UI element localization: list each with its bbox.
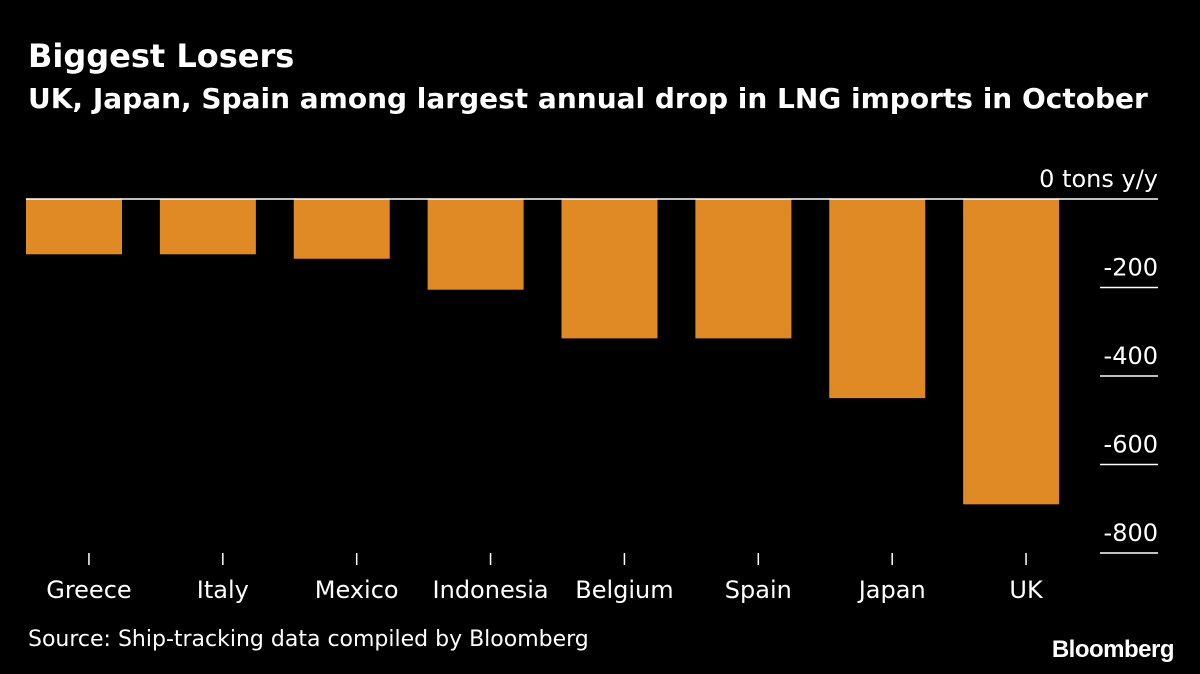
y-tick-label: 0 tons y/y [1039, 165, 1158, 193]
bar-greece [26, 199, 122, 255]
y-axis: 0 tons y/y -200 -400 -600 -800 [26, 165, 1158, 554]
y-tick-label: -200 [1104, 254, 1158, 282]
x-tick-label: Spain [725, 576, 792, 604]
bar-belgium [561, 199, 658, 339]
x-tick-label: UK [1009, 576, 1044, 604]
bar-italy [159, 199, 256, 255]
x-axis-ticks [88, 553, 1027, 565]
bloomberg-logo: Bloomberg [1051, 636, 1175, 663]
x-tick-label: Italy [197, 576, 249, 604]
chart-title: Biggest Losers [28, 37, 295, 75]
x-tick-label: Belgium [575, 576, 673, 604]
y-tick-label: -600 [1104, 431, 1158, 459]
x-axis-labels: Greece Italy Mexico Indonesia Belgium Spain Ja… [46, 576, 1044, 604]
x-tick-label: Japan [857, 576, 926, 604]
chart-subtitle: UK, Japan, Spain among largest annual dr… [28, 82, 1148, 115]
y-tick-label: -400 [1104, 342, 1158, 370]
y-tick-label: -800 [1104, 519, 1158, 547]
x-tick-label: Indonesia [433, 576, 549, 604]
x-tick-label: Mexico [315, 576, 399, 604]
bar-japan [829, 199, 926, 399]
bar-uk [963, 199, 1060, 505]
bar-indonesia [427, 199, 524, 290]
x-tick-label: Greece [46, 576, 131, 604]
bars [26, 199, 1060, 505]
bar-spain [695, 199, 792, 339]
bar-mexico [293, 199, 390, 259]
source-note: Source: Ship-tracking data compiled by B… [28, 627, 589, 652]
